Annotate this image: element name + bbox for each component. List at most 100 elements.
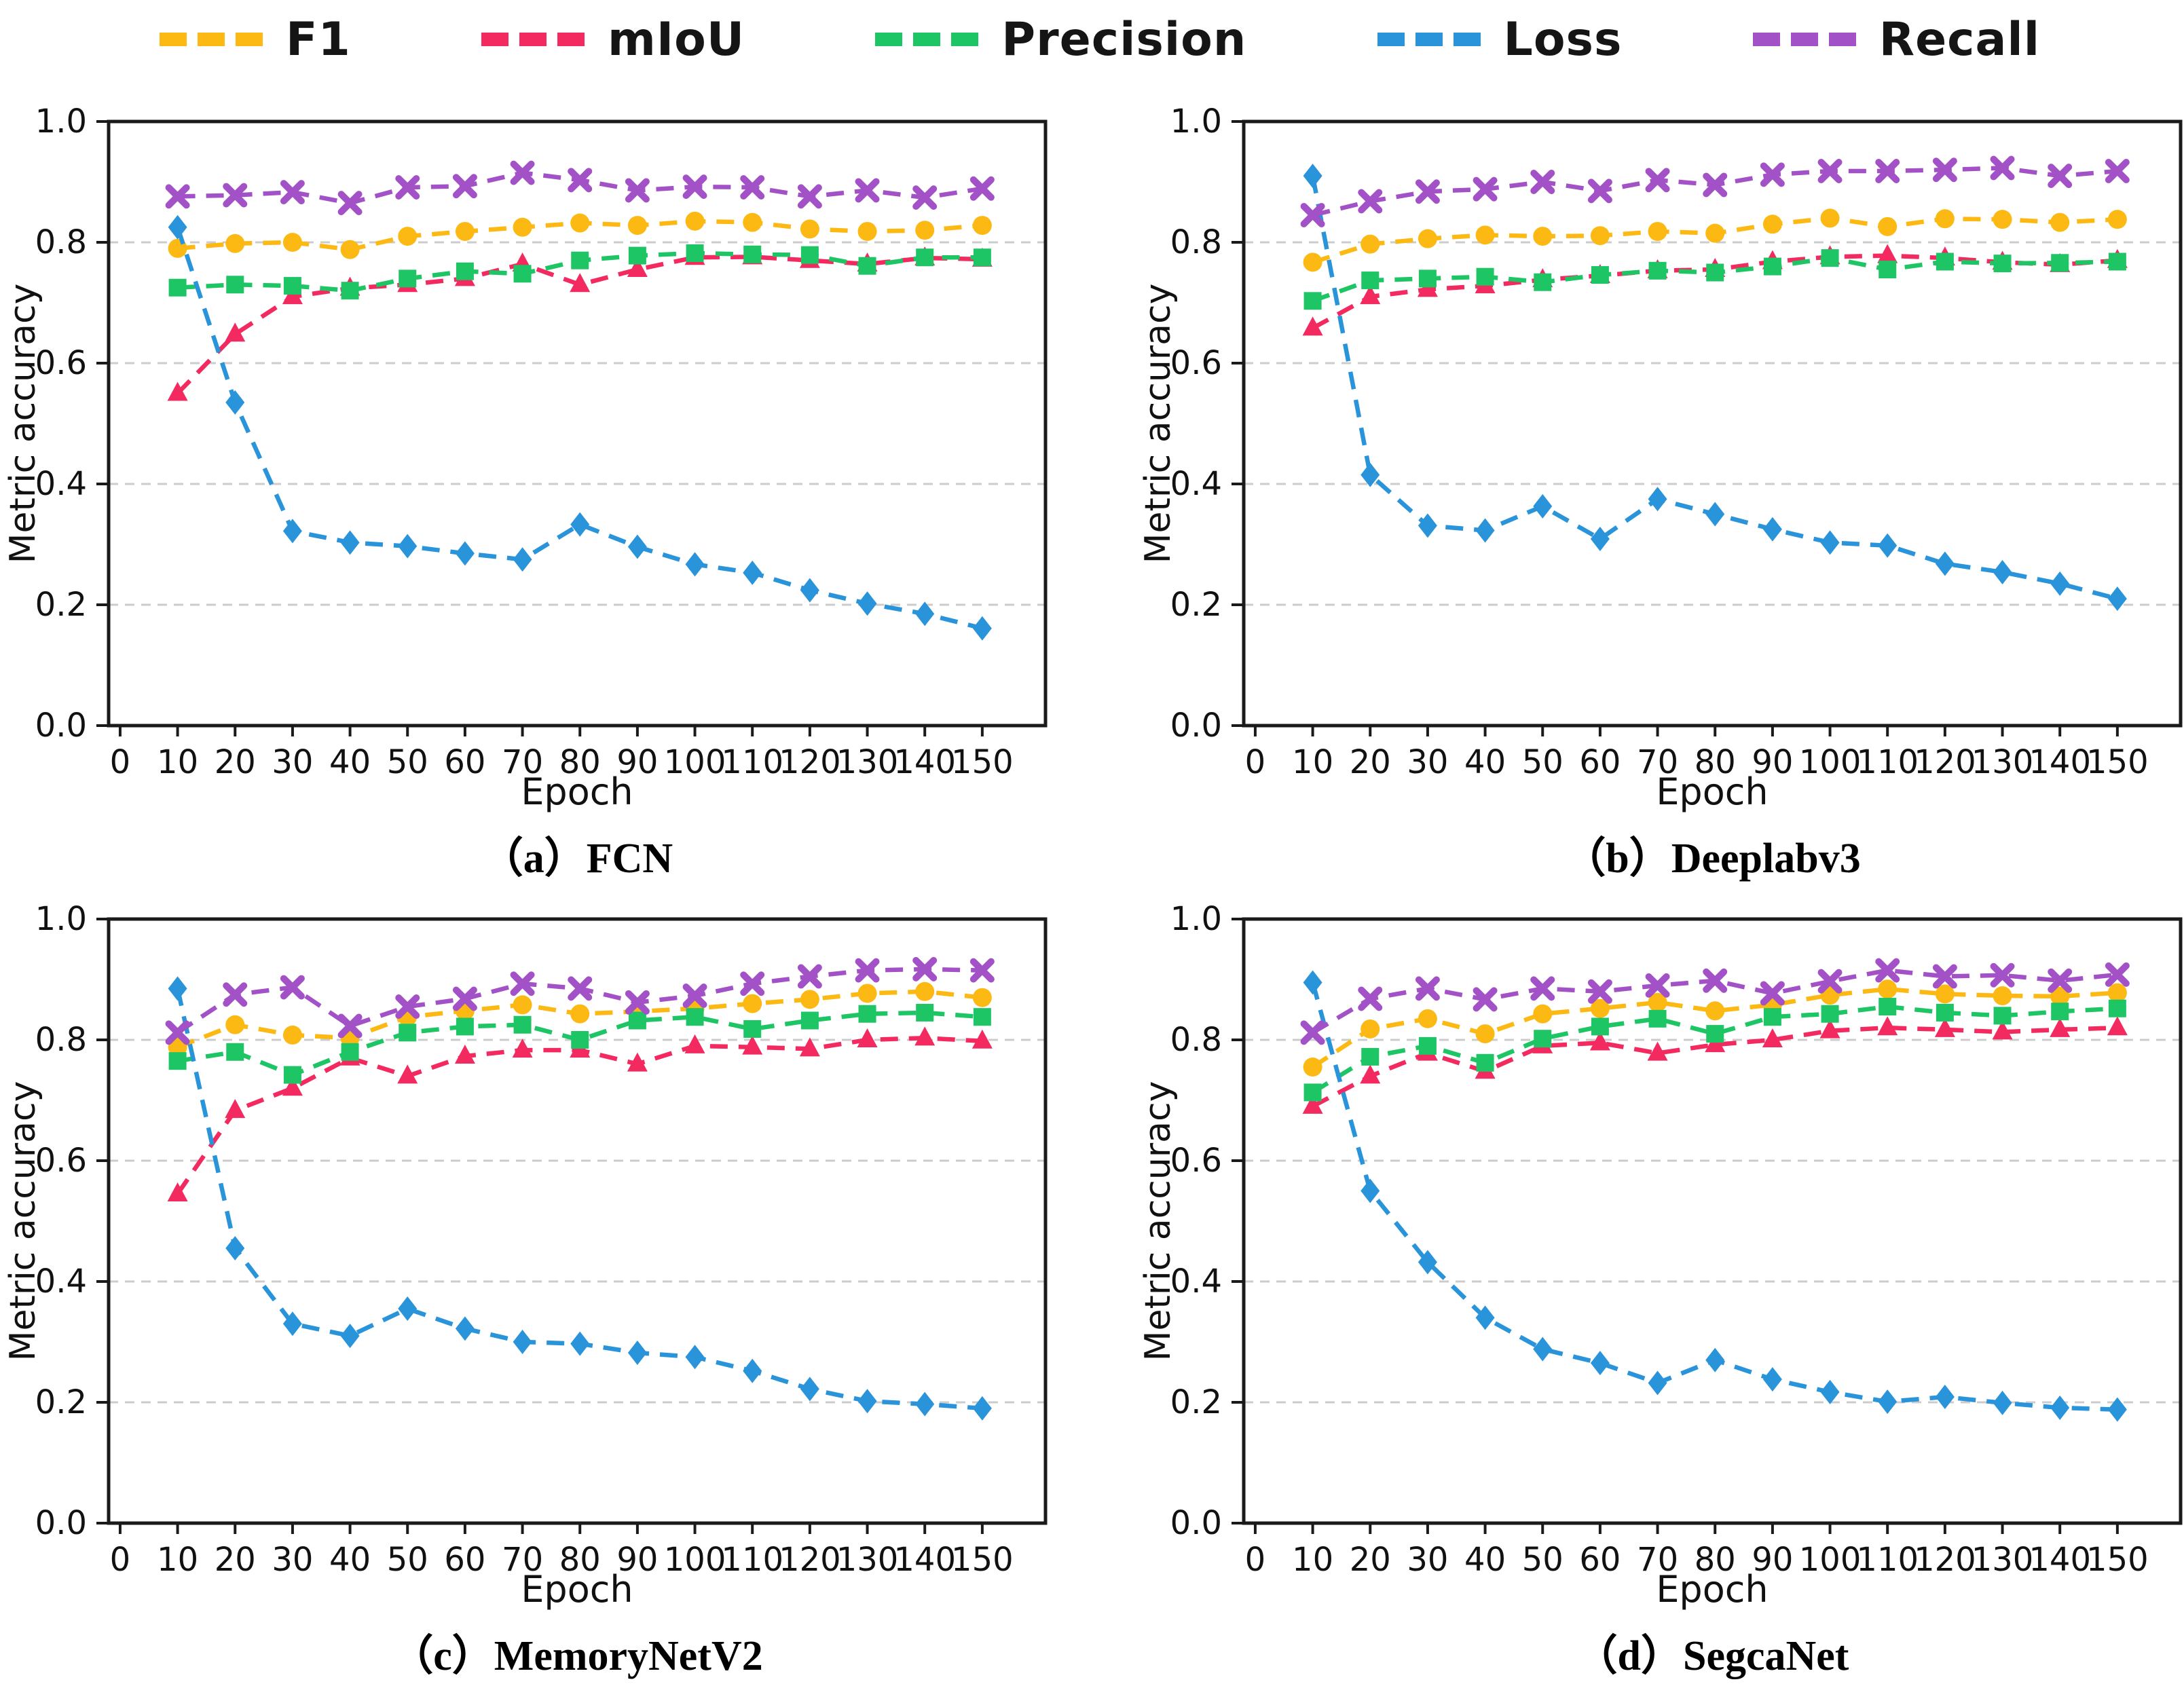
svg-text:0.2: 0.2 [1170,1383,1222,1421]
y-axis-label: Metric accuracy [1138,1081,1179,1362]
svg-text:60: 60 [1579,1541,1621,1579]
y-axis-label: Metric accuracy [3,283,43,564]
svg-text:40: 40 [1464,1541,1506,1579]
svg-text:0.0: 0.0 [35,707,87,745]
svg-text:70: 70 [1637,1541,1678,1579]
legend-label-recall: Recall [1878,12,2040,67]
svg-text:0.8: 0.8 [1170,223,1222,261]
y-axis-label: Metric accuracy [3,1081,43,1362]
svg-text:70: 70 [1637,743,1678,781]
svg-text:140: 140 [2029,1541,2091,1579]
legend-item-loss: Loss [1377,13,1623,67]
svg-text:120: 120 [779,1541,841,1579]
svg-text:60: 60 [444,743,485,781]
svg-text:50: 50 [1522,743,1563,781]
svg-text:10: 10 [1292,743,1333,781]
chart-fcn: 0 10 20 30 40 50 60 70 80 90 100 110 120 130 140 150 0.0… [0,92,1049,889]
svg-text:20: 20 [1350,743,1391,781]
svg-text:0.4: 0.4 [35,1262,87,1301]
svg-text:30: 30 [272,743,313,781]
svg-text:30: 30 [1407,743,1448,781]
svg-text:0.0: 0.0 [1170,1504,1222,1542]
svg-text:150: 150 [951,743,1014,781]
miou-dashed-line-swatch [481,33,585,46]
svg-text:1.0: 1.0 [35,900,87,938]
svg-text:70: 70 [502,743,543,781]
svg-text:50: 50 [1522,1541,1563,1579]
legend-item-precision: Precision [875,13,1246,67]
svg-text:150: 150 [951,1541,1014,1579]
svg-text:110: 110 [1856,743,1919,781]
svg-text:120: 120 [779,743,841,781]
svg-text:30: 30 [1407,1541,1448,1579]
svg-text:0: 0 [110,743,131,781]
svg-text:0.4: 0.4 [35,465,87,503]
caption-deeplabv3: （b）Deeplabv3 [1563,836,1861,882]
y-axis-label: Metric accuracy [1138,283,1179,564]
x-axis-label: Epoch [521,1568,633,1611]
svg-text:90: 90 [616,1541,658,1579]
chart-memorynetv2: 0 10 20 30 40 50 60 70 80 90 100 110 120 130 140 150 0.0… [0,889,1049,1684]
svg-text:140: 140 [2029,743,2091,781]
svg-text:10: 10 [1292,1541,1333,1579]
svg-text:0.4: 0.4 [1170,465,1222,503]
svg-text:50: 50 [387,1541,428,1579]
svg-text:40: 40 [329,1541,371,1579]
svg-text:80: 80 [1695,743,1736,781]
caption-segcanet: （d）SegcaNet [1575,1633,1849,1679]
legend-item-recall: Recall [1752,12,2040,67]
x-axis-label: Epoch [1656,770,1769,813]
svg-text:10: 10 [157,1541,198,1579]
svg-text:0.6: 0.6 [1170,344,1222,382]
svg-text:20: 20 [215,1541,256,1579]
svg-text:90: 90 [1752,1541,1793,1579]
legend-item-f1: F1 [160,13,351,67]
svg-text:50: 50 [387,743,428,781]
svg-text:0.8: 0.8 [35,1021,87,1059]
svg-text:1.0: 1.0 [1170,900,1222,938]
svg-text:0.6: 0.6 [35,1142,87,1180]
legend-label-miou: mIoU [607,12,745,67]
svg-text:110: 110 [1856,1541,1919,1579]
svg-text:0.0: 0.0 [35,1504,87,1542]
svg-text:90: 90 [616,743,658,781]
svg-text:80: 80 [1695,1541,1736,1579]
caption-memorynetv2: （c）MemoryNetV2 [391,1633,763,1679]
svg-text:0: 0 [110,1541,131,1579]
loss-dashed-line-swatch [1377,33,1481,46]
svg-text:60: 60 [444,1541,485,1579]
svg-text:130: 130 [836,743,899,781]
chart-deeplabv3: 0 10 20 30 40 50 60 70 80 90 100 110 120 130 140 150 0.0… [1135,92,2184,889]
caption-fcn: （a）FCN [481,836,673,882]
svg-text:0.8: 0.8 [1170,1021,1222,1059]
svg-text:130: 130 [836,1541,899,1579]
svg-text:0.8: 0.8 [35,223,87,261]
svg-text:130: 130 [1972,1541,2034,1579]
svg-text:0.2: 0.2 [1170,586,1222,624]
legend: F1 mIoU Precision Loss Recall [160,7,2040,72]
svg-text:10: 10 [157,743,198,781]
svg-text:40: 40 [1464,743,1506,781]
svg-text:140: 140 [893,743,956,781]
svg-text:0.6: 0.6 [1170,1142,1222,1180]
legend-label-f1: F1 [286,12,351,67]
svg-text:80: 80 [559,1541,601,1579]
svg-text:0.2: 0.2 [35,1383,87,1421]
chart-segcanet: 0 10 20 30 40 50 60 70 80 90 100 110 120 130 140 150 0.0… [1135,889,2184,1684]
svg-text:0.4: 0.4 [1170,1262,1222,1301]
svg-text:40: 40 [329,743,371,781]
x-axis-label: Epoch [1656,1568,1769,1611]
svg-text:20: 20 [215,743,256,781]
svg-text:140: 140 [893,1541,956,1579]
svg-text:100: 100 [1799,1541,1862,1579]
svg-text:70: 70 [502,1541,543,1579]
x-axis-label: Epoch [521,770,633,813]
svg-text:80: 80 [559,743,601,781]
svg-text:100: 100 [664,743,726,781]
recall-dashed-line-swatch [1752,33,1856,46]
svg-text:110: 110 [721,1541,783,1579]
